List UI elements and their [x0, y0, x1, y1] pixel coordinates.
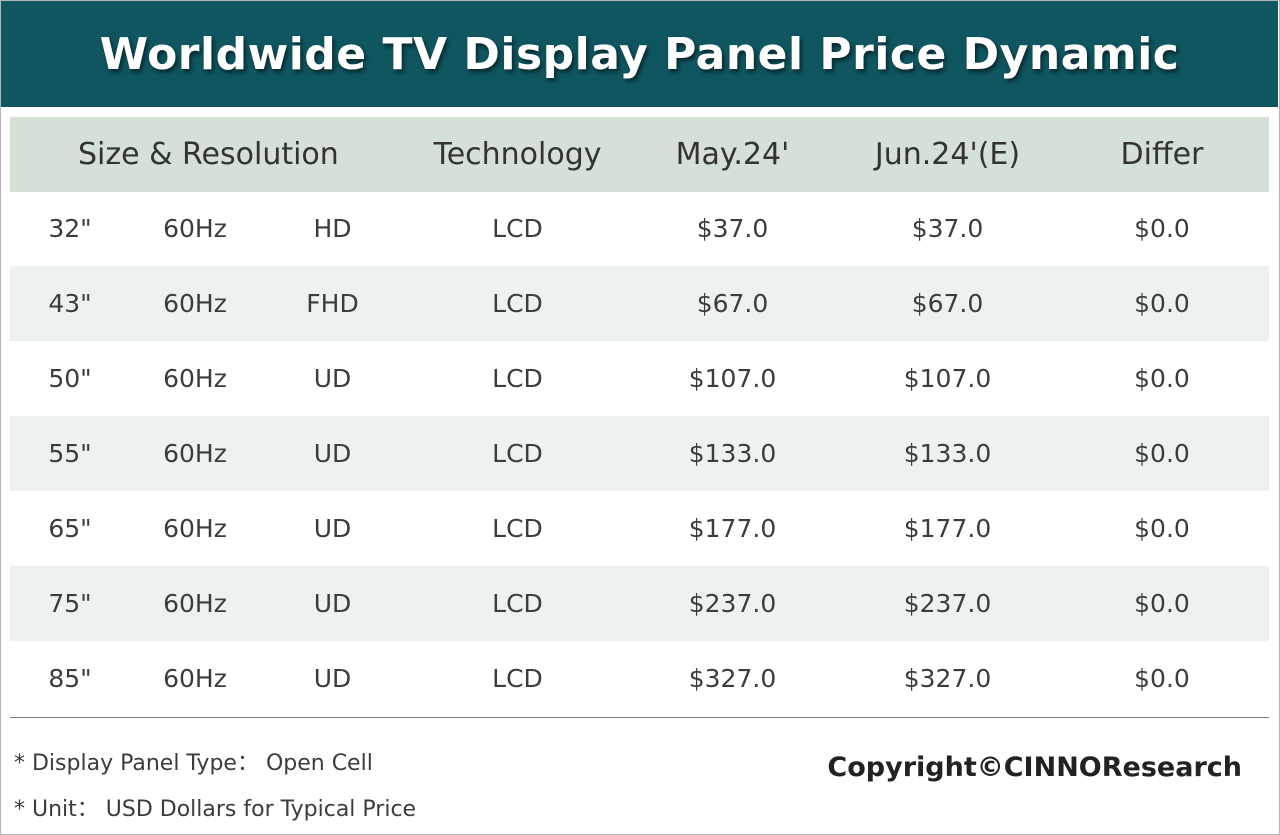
header-size-resolution: Size & Resolution	[78, 137, 339, 172]
table-row: 65" 60Hz UD LCD $177.0 $177.0 $0.0	[10, 491, 1269, 566]
table-row: 85" 60Hz UD LCD $327.0 $327.0 $0.0	[10, 641, 1269, 716]
header-differ: Differ	[1120, 137, 1204, 172]
table-header: Size & Resolution Technology May.24' Jun…	[10, 117, 1269, 192]
cell-technology: LCD	[492, 289, 543, 318]
cell-may: $237.0	[688, 589, 777, 618]
cell-resolution: HD	[313, 214, 352, 243]
cell-jun: $67.0	[911, 289, 984, 318]
table-row: 50" 60Hz UD LCD $107.0 $107.0 $0.0	[10, 341, 1269, 416]
header-technology: Technology	[433, 137, 602, 172]
cell-jun: $327.0	[903, 664, 992, 693]
cell-refresh: 60Hz	[163, 214, 227, 243]
cell-resolution: UD	[313, 589, 352, 618]
cell-technology: LCD	[492, 439, 543, 468]
cell-resolution: UD	[313, 514, 352, 543]
cell-resolution: FHD	[306, 289, 359, 318]
cell-may: $327.0	[688, 664, 777, 693]
cell-refresh: 60Hz	[163, 514, 227, 543]
cell-size: 43"	[48, 289, 92, 318]
cell-may: $177.0	[688, 514, 777, 543]
cell-refresh: 60Hz	[163, 439, 227, 468]
cell-jun: $107.0	[903, 364, 992, 393]
cell-differ: $0.0	[1134, 589, 1190, 618]
copyright: Copyright©CINNOResearch	[827, 752, 1242, 783]
cell-refresh: 60Hz	[163, 289, 227, 318]
table-row: 32" 60Hz HD LCD $37.0 $37.0 $0.0	[10, 191, 1269, 266]
page-title: Worldwide TV Display Panel Price Dynamic	[99, 28, 1180, 80]
cell-differ: $0.0	[1134, 214, 1190, 243]
note-unit: * Unit： USD Dollars for Typical Price	[14, 797, 417, 822]
cell-may: $133.0	[688, 439, 777, 468]
cell-may: $37.0	[696, 214, 769, 243]
header-may: May.24'	[675, 137, 790, 172]
cell-jun: $237.0	[903, 589, 992, 618]
footer-divider	[10, 717, 1269, 718]
cell-technology: LCD	[492, 589, 543, 618]
cell-size: 65"	[48, 514, 92, 543]
cell-size: 55"	[48, 439, 92, 468]
note-panel-type: * Display Panel Type： Open Cell	[14, 751, 373, 776]
table-row: 43" 60Hz FHD LCD $67.0 $67.0 $0.0	[10, 266, 1269, 341]
cell-jun: $177.0	[903, 514, 992, 543]
cell-resolution: UD	[313, 364, 352, 393]
cell-refresh: 60Hz	[163, 589, 227, 618]
cell-refresh: 60Hz	[163, 364, 227, 393]
cell-may: $107.0	[688, 364, 777, 393]
cell-size: 75"	[48, 589, 92, 618]
cell-differ: $0.0	[1134, 289, 1190, 318]
title-banner: Worldwide TV Display Panel Price Dynamic	[1, 1, 1278, 107]
cell-differ: $0.0	[1134, 364, 1190, 393]
cell-differ: $0.0	[1134, 664, 1190, 693]
cell-technology: LCD	[492, 664, 543, 693]
cell-may: $67.0	[696, 289, 769, 318]
cell-differ: $0.0	[1134, 439, 1190, 468]
cell-refresh: 60Hz	[163, 664, 227, 693]
cell-resolution: UD	[313, 664, 352, 693]
header-jun: Jun.24'(E)	[874, 137, 1021, 172]
table-row: 55" 60Hz UD LCD $133.0 $133.0 $0.0	[10, 416, 1269, 491]
cell-jun: $133.0	[903, 439, 992, 468]
cell-technology: LCD	[492, 214, 543, 243]
table-row: 75" 60Hz UD LCD $237.0 $237.0 $0.0	[10, 566, 1269, 641]
cell-technology: LCD	[492, 514, 543, 543]
cell-size: 85"	[48, 664, 92, 693]
cell-size: 32"	[48, 214, 92, 243]
cell-jun: $37.0	[911, 214, 984, 243]
cell-size: 50"	[48, 364, 92, 393]
cell-differ: $0.0	[1134, 514, 1190, 543]
cell-resolution: UD	[313, 439, 352, 468]
cell-technology: LCD	[492, 364, 543, 393]
